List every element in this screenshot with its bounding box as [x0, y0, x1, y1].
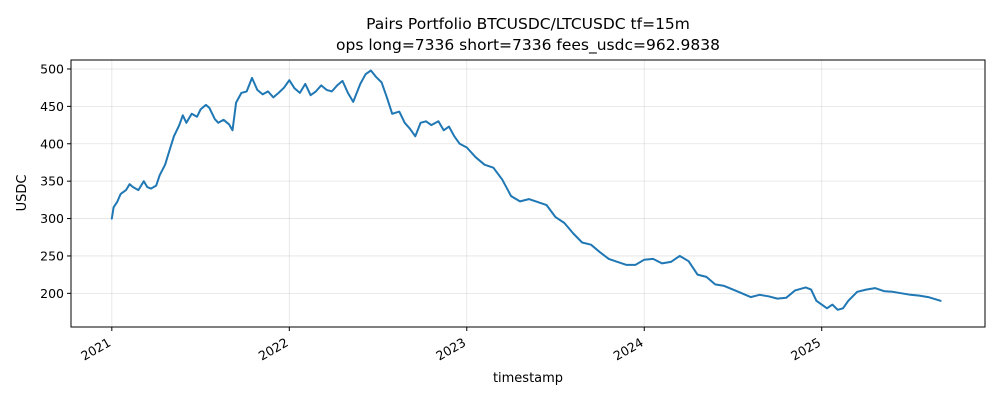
y-tick-label: 350: [40, 174, 64, 189]
x-tick-label: 2021: [78, 335, 113, 364]
y-tick-label: 400: [40, 136, 64, 151]
series-line: [110, 69, 942, 311]
chart-subtitle: ops long=7336 short=7336 fees_usdc=962.9…: [336, 36, 720, 55]
y-tick-label: 250: [40, 248, 64, 263]
x-axis-label: timestamp: [493, 371, 563, 386]
x-tick-label: 2024: [611, 335, 646, 364]
y-tick-label: 300: [40, 211, 64, 226]
x-tick-label: 2022: [256, 335, 291, 364]
series-layer: [110, 69, 942, 311]
x-tick-label: 2025: [788, 335, 823, 364]
y-axis-label: USDC: [15, 175, 30, 212]
y-tick-label: 450: [40, 99, 64, 114]
x-tick-label: 2023: [433, 335, 468, 364]
chart-title: Pairs Portfolio BTCUSDC/LTCUSDC tf=15m: [366, 15, 690, 33]
y-tick-label: 200: [40, 286, 64, 301]
ticks-layer: 200 250 300 350 400 450 500 2021 2022 2023 2024 202…: [40, 61, 823, 363]
plot-area-frame: [70, 59, 986, 328]
grid-lines: [71, 60, 985, 327]
y-tick-label: 500: [40, 61, 64, 76]
